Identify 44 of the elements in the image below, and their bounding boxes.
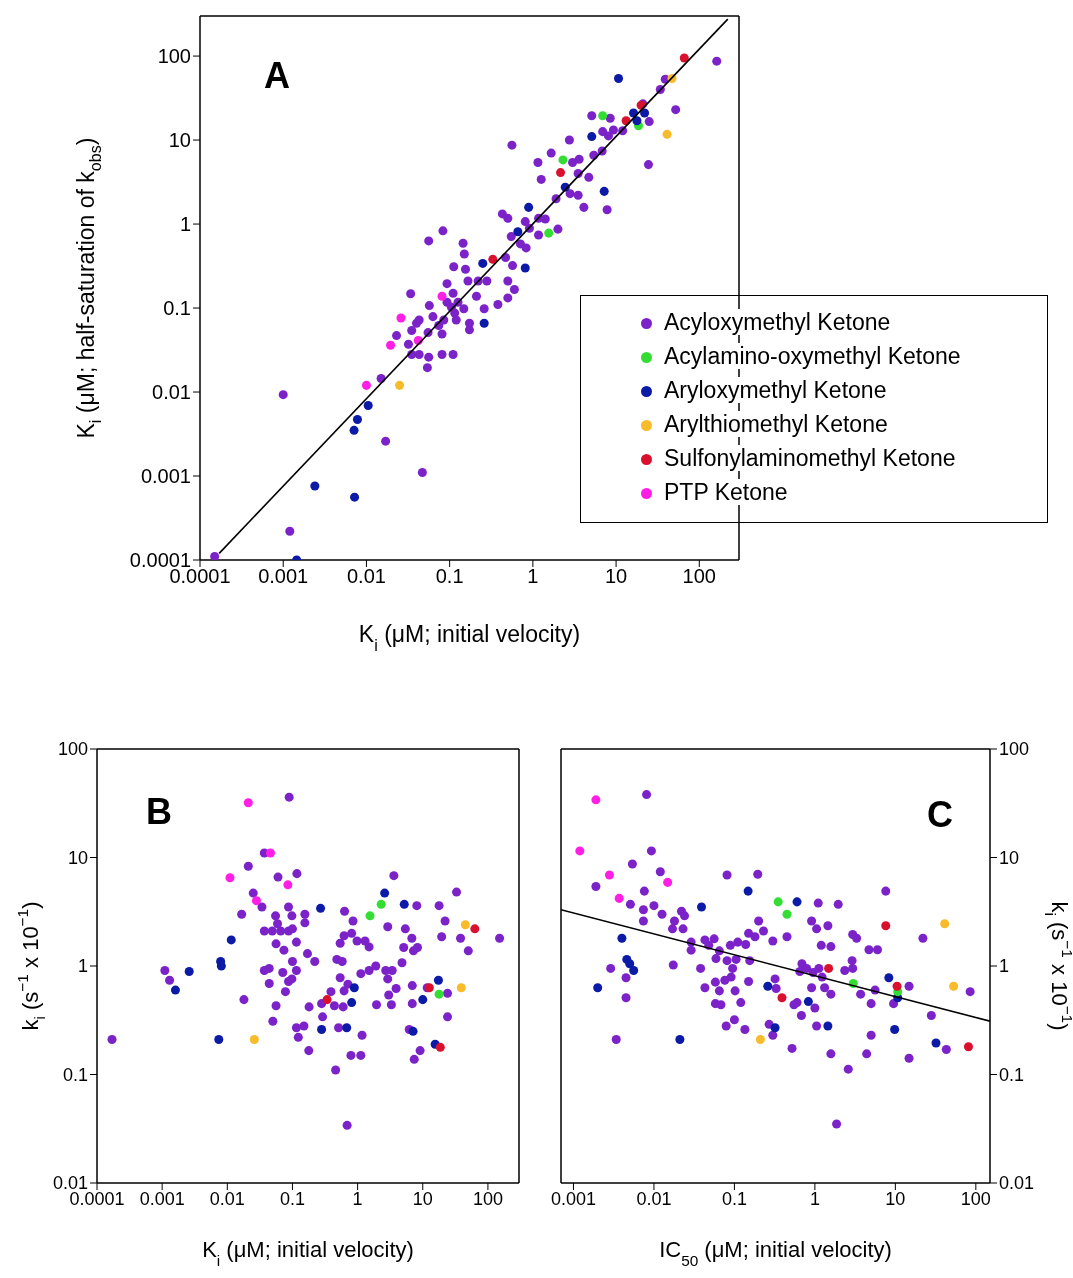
y-tick-label: 0.01: [152, 381, 191, 404]
x-tick-label: 0.001: [258, 565, 309, 588]
y-tick-label: 0.1: [999, 1064, 1025, 1085]
y-tick-label: 0.1: [62, 1064, 88, 1085]
x-tick-label: 10: [604, 565, 628, 588]
y-tick-label: 1: [179, 213, 191, 236]
x-tick-label: 1: [352, 1188, 363, 1209]
y-tick-label: 0.01: [999, 1173, 1035, 1194]
x-tick-label: 1: [809, 1188, 820, 1209]
y-tick-label: 0.001: [140, 465, 191, 488]
x-tick-label: 0.1: [279, 1188, 305, 1209]
y-tick-label: 1: [77, 956, 88, 977]
x-tick-label: 10: [412, 1188, 433, 1209]
x-tick-label: 0.001: [550, 1188, 596, 1209]
x-tick-label: 100: [472, 1188, 503, 1209]
legend-label: Sulfonylaminomethyl Ketone: [664, 445, 956, 471]
x-tick-label: 0.1: [721, 1188, 747, 1209]
text: C: [927, 794, 953, 835]
x-tick-label: 100: [960, 1188, 991, 1209]
y-tick-label: 10: [168, 129, 191, 152]
y-tick-label: 100: [157, 45, 191, 68]
x-axis-title: K$_{i}$ (μM; initial velocity): [202, 1237, 414, 1269]
x-tick-label: 10: [885, 1188, 906, 1209]
y-tick-label: 100: [57, 739, 88, 760]
y-tick-label: 10: [999, 847, 1020, 868]
x-tick-label: 1: [527, 565, 539, 588]
legend-label: Acylamino-oxymethyl Ketone: [664, 343, 961, 369]
legend-label: PTP Ketone: [664, 479, 788, 505]
y-tick-label: 1: [999, 956, 1010, 977]
y-tick-label: 100: [999, 739, 1030, 760]
legend-label: Arylthiomethyl Ketone: [664, 411, 888, 437]
x-tick-label: 0.01: [346, 565, 386, 588]
legend-label: Acyloxymethyl Ketone: [664, 309, 891, 335]
x-tick-label: 100: [682, 565, 716, 588]
y-tick-label: 0.1: [163, 297, 191, 320]
x-axis-title: K$_{i}$ (μM; initial velocity): [358, 621, 581, 654]
x-tick-label: 0.1: [435, 565, 464, 588]
x-tick-label: 0.01: [636, 1188, 672, 1209]
text: A: [264, 55, 290, 96]
y-tick-label: 10: [67, 847, 88, 868]
legend-label: Aryloxymethyl Ketone: [664, 377, 887, 403]
x-tick-label: 0.01: [209, 1188, 245, 1209]
text: B: [146, 791, 172, 832]
x-axis-title: IC$_{50}$ (μM; initial velocity): [659, 1237, 892, 1269]
